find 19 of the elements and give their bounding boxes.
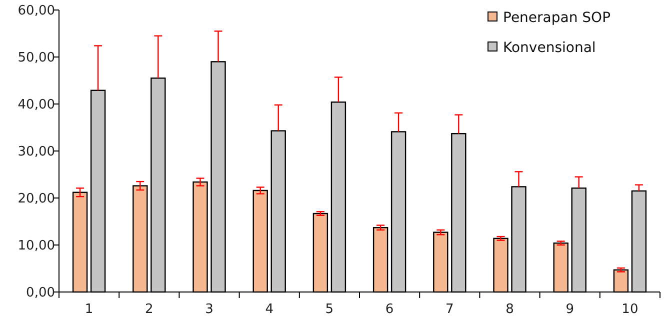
y-tick-label: 30,00: [18, 144, 55, 160]
y-tick-label: 20,00: [18, 192, 55, 207]
x-tick-label: 4: [265, 302, 274, 317]
y-tick-label: 40,00: [18, 98, 55, 113]
x-tick-label: 3: [205, 302, 214, 317]
x-tick-label: 6: [385, 302, 394, 317]
x-tick-label: 2: [145, 302, 154, 317]
legend-label: Konvensional: [503, 40, 596, 56]
x-tick-label: 7: [446, 302, 454, 317]
x-tick-label: 1: [84, 302, 94, 317]
legend-label: Penerapan SOP: [503, 10, 611, 26]
x-tick-label: 9: [566, 302, 574, 317]
x-tick-label: 8: [506, 302, 514, 317]
x-tick-label: 10: [622, 302, 638, 317]
y-tick-label: 0,00: [26, 286, 55, 301]
y-tick-label: 10,00: [18, 238, 55, 254]
y-tick-label: 50,00: [18, 50, 55, 66]
y-tick-label: 60,00: [18, 4, 55, 19]
x-tick-label: 5: [325, 302, 334, 317]
